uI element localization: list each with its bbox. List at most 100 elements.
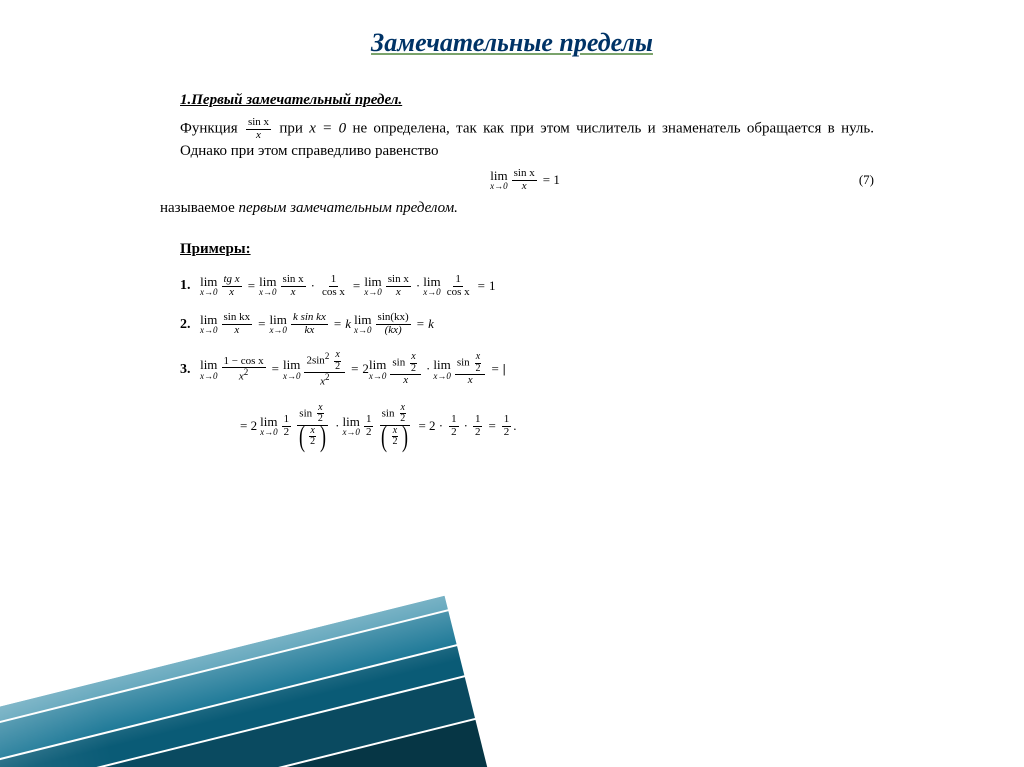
dot: · [335,417,339,435]
named-line: называемое первым замечательным пределом… [160,198,874,219]
fraction: sin x x [512,168,537,192]
result: 1 [489,277,496,295]
den: cos x [320,287,347,299]
eq: = [258,315,265,333]
lim: lim [200,358,217,372]
example-2: 2. limx→0 sin kxx = limx→0 k sin kxkx = … [180,312,874,336]
lim: lim [343,415,360,429]
num: sin kx [222,312,253,325]
examples-heading: Примеры: [180,239,874,260]
lim-sub: x→0 [364,288,382,297]
num: sin x2 [455,352,486,375]
den: x2 [237,368,250,383]
num: 1 [502,414,512,427]
lim: lim [433,358,450,372]
lim-sub: x→0 [283,372,301,381]
lim-sub: x→0 [259,288,277,297]
example-3-math-line1: limx→0 1 − cos xx2 = limx→0 2sin2 x2 x2 … [200,350,506,388]
lim-text: lim [490,169,507,183]
den: 2 [364,427,374,439]
accent-stripe [0,596,498,755]
lim: lim [200,275,217,289]
content-area: 1.Первый замечательный предел. Функция s… [0,90,1024,450]
period: . [513,417,516,435]
emphasis: первым замечательным пределом. [238,200,457,216]
eq-two: = 2 · [418,417,443,435]
text: называемое [160,200,238,216]
den: x2 [318,373,331,388]
den: 2 [449,427,459,439]
eq: = [272,360,279,378]
den: x [466,375,475,387]
lim-sub: x→0 [260,428,278,437]
k: k [345,315,351,333]
lim-sub: x→0 [433,372,451,381]
den: 2 [473,427,483,439]
den: x2 [295,426,330,450]
num: 1 [329,274,339,287]
num: 1 [473,414,483,427]
example-number: 1. [180,276,200,296]
numerator: sin x [246,117,271,130]
text: Функция [180,120,244,136]
dot: · [426,360,430,378]
denominator: x [254,130,263,142]
example-1: 1. limx→0 tg xx = limx→0 sin xx · 1cos x… [180,274,874,298]
text: при [279,120,309,136]
lim: lim [369,358,386,372]
accent-stripe [0,653,498,767]
den: (kx) [383,325,404,337]
eq: = [353,277,360,295]
dot: · [416,277,420,295]
denominator: x [520,181,529,193]
den: x2 [377,426,412,450]
num: sin x2 [390,352,421,375]
den: x [394,287,403,299]
eq: = [478,277,485,295]
intro-paragraph: Функция sin x x при x = 0 не определена,… [180,117,874,162]
numerator: sin x [512,168,537,181]
lim-sub: x→0 [200,372,218,381]
lim: lim [283,358,300,372]
num: sin x [281,274,306,287]
lim: lim [270,313,287,327]
lim: lim [260,415,277,429]
lim: lim [364,275,381,289]
result: k [428,315,434,333]
equation-number: (7) [859,171,874,189]
example-2-math: limx→0 sin kxx = limx→0 k sin kxkx = k l… [200,312,434,336]
num: tg x [222,274,242,287]
num: k sin kx [291,312,328,325]
den: kx [303,325,317,337]
slide-title: Замечательные пределы [0,28,1024,58]
lim: lim [200,313,217,327]
den: x [401,375,410,387]
lim-sub: x→0 [490,182,508,191]
lim-sub: x→0 [354,326,372,335]
eq: = [334,315,341,333]
cursor-bar: | [503,360,506,378]
lim-sub: x→0 [269,326,287,335]
den: x [227,287,236,299]
accent-stripe [0,696,498,767]
den: 2 [282,427,292,439]
example-3-math-line2: = 2 limx→0 12 sin x2 x2 · limx→0 12 sin … [240,403,874,450]
first-remarkable-limit-formula: lim x→0 sin x x = 1 (7) [180,168,874,192]
inline-fraction: sin x x [246,117,271,141]
lim: lim [259,275,276,289]
eq: = [488,417,495,435]
eq: = [248,277,255,295]
num: 2sin2 x2 [304,350,345,373]
lim-sub: x→0 [423,288,441,297]
eq: = [417,315,424,333]
lim-sub: x→0 [342,428,360,437]
section-heading: 1.Первый замечательный предел. [180,90,874,111]
accent-stripe [0,622,498,767]
dot: · [311,277,315,295]
example-3: 3. limx→0 1 − cos xx2 = limx→0 2sin2 x2 … [180,350,874,388]
lim-sub: x→0 [200,288,218,297]
accent-decoration [0,596,498,767]
den: cos x [445,287,472,299]
example-1-math: limx→0 tg xx = limx→0 sin xx · 1cos x = … [200,274,495,298]
dot: · [464,417,468,435]
